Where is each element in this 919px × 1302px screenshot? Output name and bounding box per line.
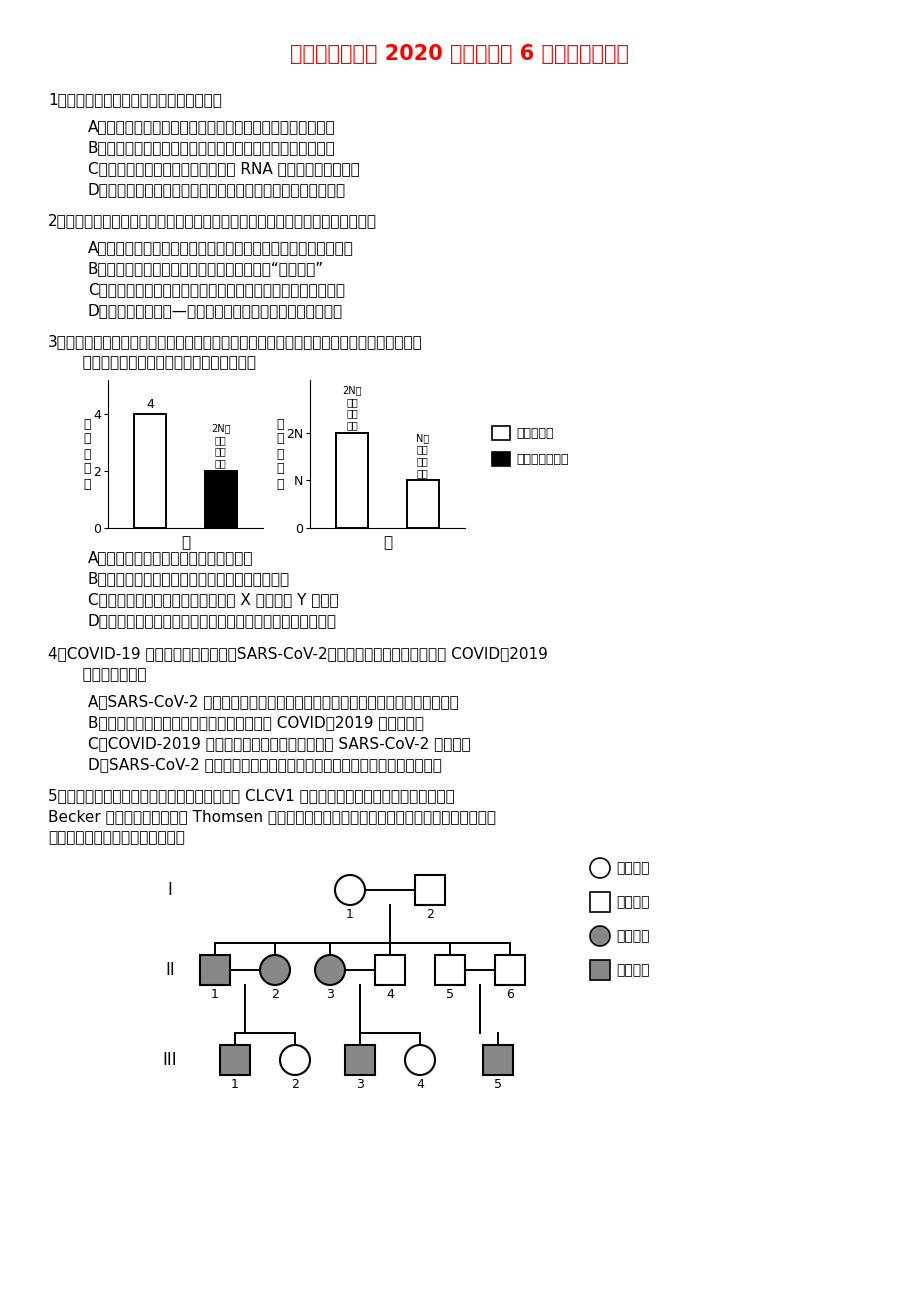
- Text: 2: 2: [271, 988, 278, 1001]
- Text: A．甲类细胞是精原细胞或初级精母细胞: A．甲类细胞是精原细胞或初级精母细胞: [88, 549, 254, 565]
- Text: B．宜选择过氧化氢酶作为探究温度对酶活性影响的实验材料: B．宜选择过氧化氢酶作为探究温度对酶活性影响的实验材料: [88, 141, 335, 155]
- Text: 染色体组数: 染色体组数: [516, 427, 553, 440]
- Text: 江西省南城一中 2020 届高三生物 6 月模拟考试试题: 江西省南城一中 2020 届高三生物 6 月模拟考试试题: [290, 44, 629, 64]
- Text: D．吞噬细胞对抗原—抗体复合物的处理离不开溶酶体的作用: D．吞噬细胞对抗原—抗体复合物的处理离不开溶酶体的作用: [88, 303, 343, 318]
- Text: B．甲类细胞处于减数第一次分裂的前、中、后期: B．甲类细胞处于减数第一次分裂的前、中、后期: [88, 572, 289, 586]
- Text: D．不能选用叶肉细胞观察染色体是由于叶绿体颜色会造成干扰: D．不能选用叶肉细胞观察染色体是由于叶绿体颜色会造成干扰: [88, 182, 346, 197]
- Circle shape: [279, 1046, 310, 1075]
- Bar: [336, 432, 368, 529]
- Text: 4: 4: [146, 398, 154, 411]
- Text: 5: 5: [494, 1078, 502, 1091]
- Text: 1: 1: [210, 988, 219, 1001]
- Text: 2N同
源染
色体
对数: 2N同 源染 色体 对数: [210, 423, 231, 469]
- Bar: [375, 954, 404, 986]
- Text: 1: 1: [346, 907, 354, 921]
- Text: 5: 5: [446, 988, 453, 1001]
- Text: 甲: 甲: [181, 535, 190, 551]
- Circle shape: [260, 954, 289, 986]
- Text: 1．下列关于生物学实验的叙述，正确的是: 1．下列关于生物学实验的叙述，正确的是: [48, 92, 221, 107]
- Text: C．神经干细胞分化成各种神经细胞的过程体现了细胞的全能性: C．神经干细胞分化成各种神经细胞的过程体现了细胞的全能性: [88, 283, 345, 297]
- Text: A．磷脂是构成细胞膜的重要物质，但磷脂与物质的跨膜运输无关: A．磷脂是构成细胞膜的重要物质，但磷脂与物质的跨膜运输无关: [88, 240, 354, 255]
- Text: 的说法错误的是: 的说法错误的是: [68, 667, 146, 682]
- Text: I: I: [167, 881, 172, 898]
- Text: 乙: 乙: [382, 535, 391, 551]
- Text: 4: 4: [386, 988, 393, 1001]
- Bar: [589, 892, 609, 911]
- Text: II: II: [165, 961, 175, 979]
- Y-axis label: 染
色
体
组
数: 染 色 体 组 数: [84, 418, 91, 491]
- Circle shape: [314, 954, 345, 986]
- Text: 正常男性: 正常男性: [616, 894, 649, 909]
- Bar: [199, 954, 230, 986]
- Text: 正常女性: 正常女性: [616, 861, 649, 875]
- Circle shape: [404, 1046, 435, 1075]
- Bar: [406, 480, 438, 529]
- Text: C．可以用吡罗红将细胞染色来检测 RNA 病毒是否进入了细胞: C．可以用吡罗红将细胞染色来检测 RNA 病毒是否进入了细胞: [88, 161, 359, 176]
- Text: 2: 2: [425, 907, 434, 921]
- Text: A．SARS-CoV-2 没有细胞结构，必须寄生在肺部等活组织内才能表现出生命活动: A．SARS-CoV-2 没有细胞结构，必须寄生在肺部等活组织内才能表现出生命活…: [88, 694, 459, 710]
- Text: 患病女性: 患病女性: [616, 930, 649, 943]
- Bar: [482, 1046, 513, 1075]
- Circle shape: [589, 858, 609, 878]
- Text: B．需氧生物的细胞都是以线粒体作为产能的“动力车间”: B．需氧生物的细胞都是以线粒体作为产能的“动力车间”: [88, 260, 323, 276]
- Text: 3: 3: [356, 1078, 364, 1091]
- Bar: [435, 954, 464, 986]
- Bar: [589, 960, 609, 980]
- Text: Becker 病（显性遗传病）和 Thomsen 病（隐性遗传病）。下图是某一先天性肌强直家系的系谱: Becker 病（显性遗传病）和 Thomsen 病（隐性遗传病）。下图是某一先…: [48, 809, 495, 824]
- Text: N同
源染
色体
对数: N同 源染 色体 对数: [415, 434, 429, 478]
- Bar: [414, 875, 445, 905]
- Y-axis label: 染
色
体
组
数: 染 色 体 组 数: [277, 418, 284, 491]
- Text: 图，据此分析下列说法不正确的是: 图，据此分析下列说法不正确的是: [48, 829, 185, 845]
- Text: 2N同
源染
色体
对数: 2N同 源染 色体 对数: [342, 385, 362, 430]
- Text: D．乙类细胞的分裂会因同源染色体分离导致染色体组数减半: D．乙类细胞的分裂会因同源染色体分离导致染色体组数减半: [88, 613, 336, 628]
- Text: 同源染色体对数: 同源染色体对数: [516, 453, 568, 466]
- Text: B．戴口罩、科学洗手、居家隔离等都是预防 COVID－2019 的很好措施: B．戴口罩、科学洗手、居家隔离等都是预防 COVID－2019 的很好措施: [88, 715, 424, 730]
- Text: 6: 6: [505, 988, 514, 1001]
- Bar: [220, 1046, 250, 1075]
- Bar: [205, 471, 236, 529]
- Text: 3．从二倍体哺乳动物精巢中取细胞分析其分裂图像，其中甲、乙两类细胞的染色体组数和同: 3．从二倍体哺乳动物精巢中取细胞分析其分裂图像，其中甲、乙两类细胞的染色体组数和…: [48, 335, 423, 349]
- Text: D．SARS-CoV-2 在人工配置的培养基上不能生存，也不能通过细胞分裂增殖: D．SARS-CoV-2 在人工配置的培养基上不能生存，也不能通过细胞分裂增殖: [88, 756, 441, 772]
- Bar: [494, 954, 525, 986]
- Bar: [134, 414, 166, 529]
- Text: 2: 2: [290, 1078, 299, 1091]
- Text: C．乙类细胞中，性染色体只有一条 X 染色体或 Y 染色体: C．乙类细胞中，性染色体只有一条 X 染色体或 Y 染色体: [88, 592, 338, 607]
- Text: 源染色体对数如图所示。下列叙述正确的是: 源染色体对数如图所示。下列叙述正确的是: [68, 355, 255, 370]
- Text: A．可使用双缩脲试剂来鉴定某种酶的化学组成是不是蛋白质: A．可使用双缩脲试剂来鉴定某种酶的化学组成是不是蛋白质: [88, 118, 335, 134]
- Bar: [345, 1046, 375, 1075]
- Circle shape: [589, 926, 609, 947]
- Text: 4．COVID-19 是指由新型冠状病毒（SARS-CoV-2）引起的一种肺炎，下列关于 COVID－2019: 4．COVID-19 是指由新型冠状病毒（SARS-CoV-2）引起的一种肺炎，…: [48, 646, 548, 661]
- Text: C．COVID-2019 患者病愈后体内能检测到能识别 SARS-CoV-2 的浆细胞: C．COVID-2019 患者病愈后体内能检测到能识别 SARS-CoV-2 的…: [88, 736, 471, 751]
- Circle shape: [335, 875, 365, 905]
- Text: 3: 3: [325, 988, 334, 1001]
- Bar: [492, 452, 509, 466]
- Bar: [492, 426, 509, 440]
- Text: III: III: [163, 1051, 177, 1069]
- Text: 5先天性肌强直由编码骨骼肌氯离子通道蛋白的 CLCV1 基因突变引起，依据遗传方式不同分为: 5先天性肌强直由编码骨骼肌氯离子通道蛋白的 CLCV1 基因突变引起，依据遗传方…: [48, 788, 454, 803]
- Text: 患病男性: 患病男性: [616, 963, 649, 976]
- Text: 1: 1: [231, 1078, 239, 1091]
- Text: 4: 4: [415, 1078, 424, 1091]
- Text: 2．细胞是生物体的结构和功能单位。下列有关细胞结构和功能的叙述，正确的是: 2．细胞是生物体的结构和功能单位。下列有关细胞结构和功能的叙述，正确的是: [48, 214, 377, 228]
